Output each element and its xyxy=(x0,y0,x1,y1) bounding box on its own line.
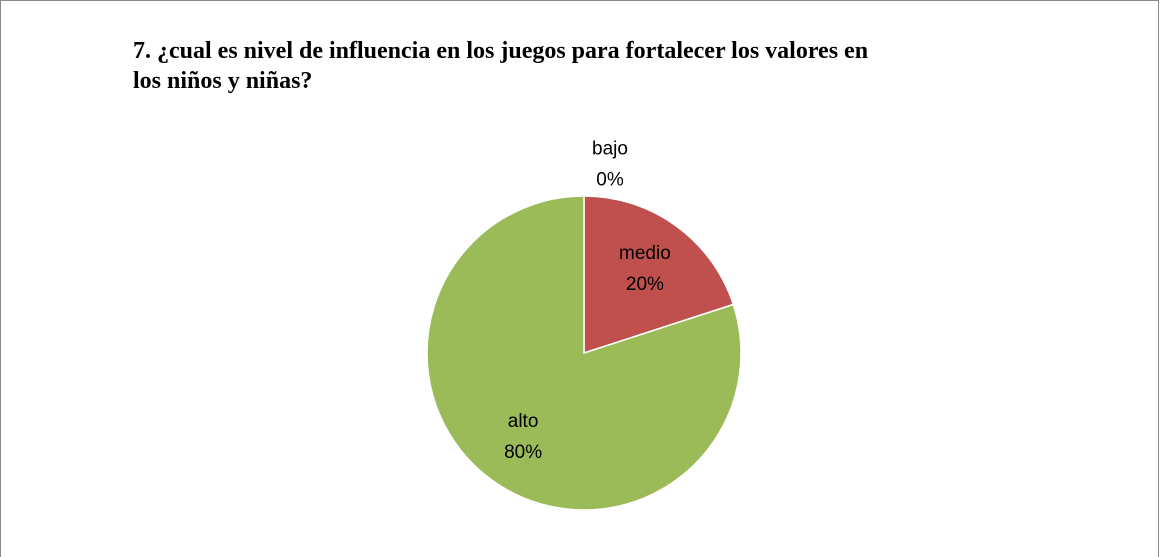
pie-slice xyxy=(583,195,735,355)
slice-value-label: 20% xyxy=(626,274,664,295)
slice-category-label: bajo xyxy=(592,139,628,160)
slice-value-label: 80% xyxy=(504,442,542,463)
slice-category-label: medio xyxy=(619,243,671,264)
pie-slice xyxy=(426,195,742,511)
chart-title: 7. ¿cual es nivel de influencia en los j… xyxy=(133,38,869,94)
slice-value-label: 0% xyxy=(596,170,624,191)
slice-category-label: alto xyxy=(508,411,539,432)
